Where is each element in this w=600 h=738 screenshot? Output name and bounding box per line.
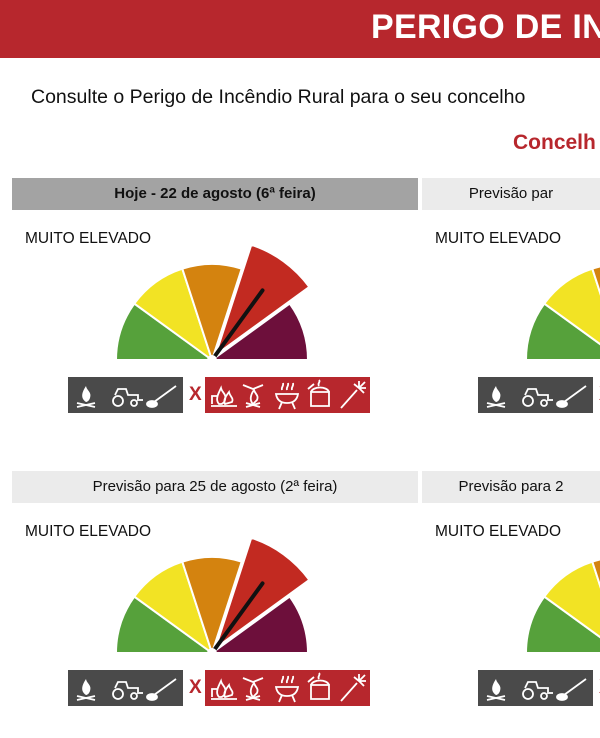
gauge-segment [208,595,310,654]
danger-gauge [114,246,311,365]
forecast-card: Previsão para 25 de agosto (2ª feira) MUI… [12,471,418,721]
danger-gauge [524,558,600,654]
danger-level-label: MUITO ELEVADO [435,230,562,247]
barbecue-icon [274,675,300,703]
card-header: Previsão para 2 [422,471,600,503]
campfire-icon [486,679,506,701]
tractor-icon [522,388,553,407]
gauge-segment [213,246,311,358]
gauge-pivot [207,648,217,658]
festival-bonfire-icon [242,677,264,701]
campfire-icon [76,679,96,701]
gauge-needle [210,288,265,362]
fireworks-icon [340,674,366,702]
allowed-activities-bar [478,377,593,413]
forecast-card: Hoje - 22 de agosto (6ª feira) MUITO ELEV… [12,178,418,428]
mower-icon [556,385,587,408]
forbidden-activities-bar [205,377,370,413]
mower-icon [556,678,587,701]
allowed-activities-bar [68,377,183,413]
card-header: Previsão par [422,178,600,210]
forbidden-separator: X [189,384,202,405]
mower-icon [146,678,177,701]
campfire-icon [486,386,506,408]
allowed-activities-bar [478,670,593,706]
danger-gauge [524,265,600,361]
card-header: Previsão para 25 de agosto (2ª feira) [12,471,418,503]
smoker-icon [307,379,330,407]
barbecue-icon [274,382,300,410]
danger-level-label: MUITO ELEVADO [25,230,152,247]
campfire-icon [76,386,96,408]
danger-gauge [114,539,311,658]
concelho-heading: Concelh [513,131,596,154]
mower-icon [146,385,177,408]
gauge-segment [181,555,243,657]
fireworks-icon [340,381,366,409]
gauge-pivot [207,355,217,365]
allowed-activities-bar [68,670,183,706]
gauge-needle [210,581,265,655]
burning-icon [211,678,237,700]
forbidden-separator: X [189,677,202,698]
page-title: PERIGO DE IN [371,8,600,46]
danger-level-label: MUITO ELEVADO [25,523,152,540]
festival-bonfire-icon [242,384,264,408]
danger-level-label: MUITO ELEVADO [435,523,562,540]
gauge-segment [213,539,311,651]
card-header: Hoje - 22 de agosto (6ª feira) [12,178,418,210]
gauge-segment [591,265,600,296]
gauge-segment [181,262,243,364]
tractor-icon [522,681,553,700]
smoker-icon [307,672,330,700]
intro-text: Consulte o Perigo de Incêndio Rural para… [31,86,526,108]
gauge-segment [591,558,600,589]
tractor-icon [112,388,143,407]
tractor-icon [112,681,143,700]
forbidden-activities-bar [205,670,370,706]
top-banner: PERIGO DE IN [0,0,600,58]
gauge-segment [208,302,310,361]
burning-icon [211,385,237,407]
